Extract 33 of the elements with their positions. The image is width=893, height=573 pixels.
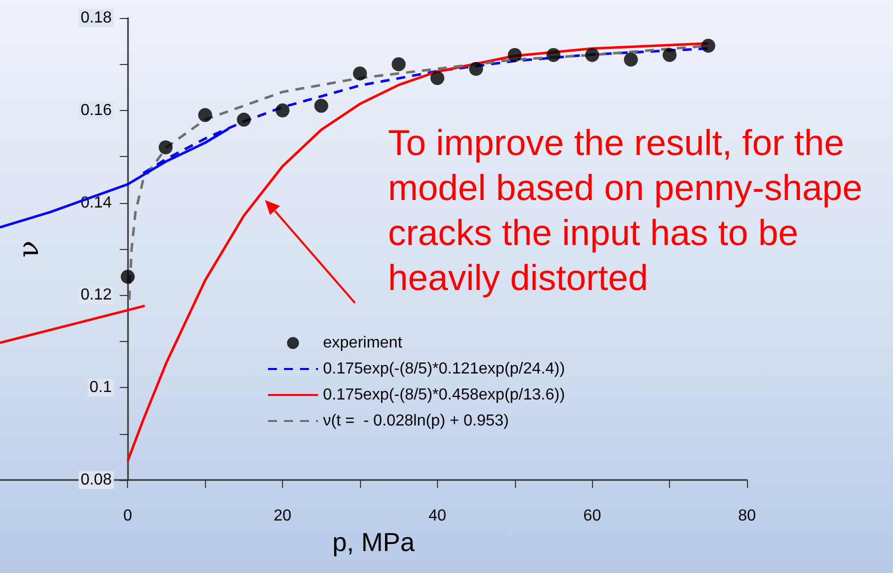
point [352,66,367,80]
point [469,62,484,76]
legend-label: experiment [323,334,403,352]
y-tick-label: 0.1 [89,379,112,396]
x-tick-label: 40 [428,508,446,524]
x-tick-label: 80 [738,508,756,524]
point [120,270,135,284]
annotation: To improve the result, for the model based on penny-shape cracks the input has to be heavily distorted [388,122,872,298]
y-tick-label: 0.12 [80,286,112,304]
point [546,48,560,62]
x-tick-label: 20 [274,508,292,524]
point [198,108,212,122]
x-tick-label: 0 [123,508,132,524]
point [158,140,173,154]
y-axis-title: ν [12,240,46,258]
point [624,52,638,67]
y-tick-label: 0.08 [80,472,112,488]
point [430,71,444,86]
legend-label: 0.175exp(-(8/5)*0.458exp(p/13.6)) [323,386,565,404]
x-axis-title: p, MPa [332,526,416,557]
x-tick-label: 60 [583,508,602,524]
y-tick-label: 0.18 [80,10,112,26]
point [701,38,716,53]
y-tick-label: 0.16 [80,102,112,119]
point [585,48,600,62]
point [276,103,290,118]
point [236,112,251,127]
point [392,57,406,72]
legend-label: ν(t = - 0.028ln(p) + 0.953) [323,412,509,430]
point [508,48,522,62]
point [662,48,677,62]
legend-label: 0.175exp(-(8/5)*0.121exp(p/24.4)) [323,360,565,378]
point [314,98,328,113]
